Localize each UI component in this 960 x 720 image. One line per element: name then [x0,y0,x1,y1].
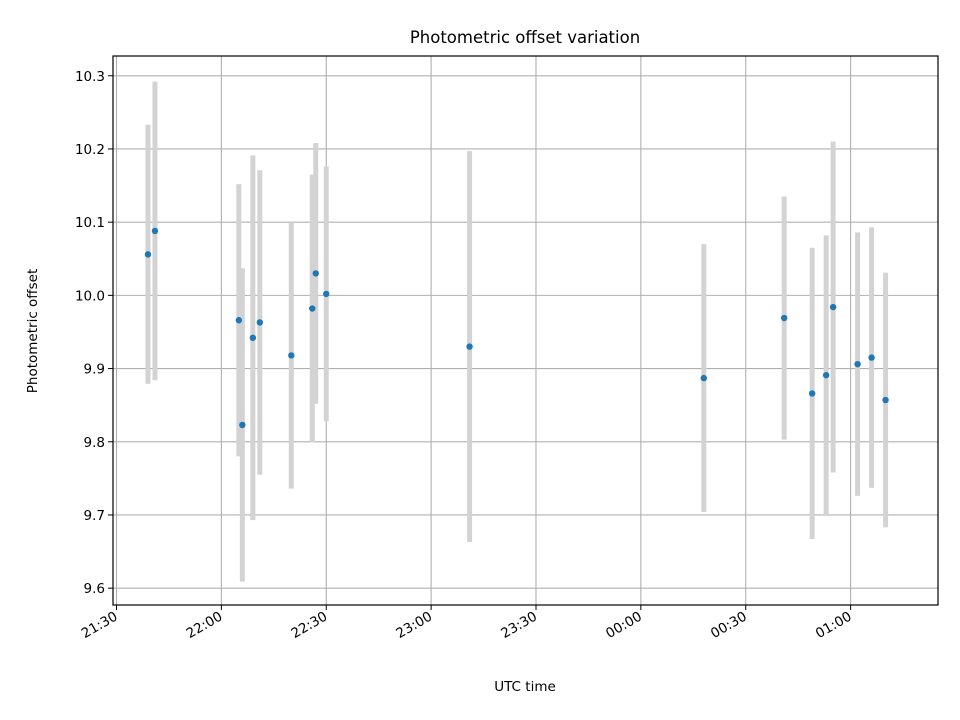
y-tick-label: 10.3 [75,69,105,85]
data-point [822,371,830,379]
y-tick-label: 10.2 [75,142,105,158]
data-points [144,227,889,429]
data-point [466,343,473,350]
y-tick-label: 9.8 [84,435,105,451]
data-point [235,317,243,324]
chart-title: Photometric offset variation [410,28,640,47]
data-point [829,303,837,311]
y-tick-label: 10.0 [75,288,105,304]
data-point [882,396,889,404]
data-point [312,270,319,277]
data-point [249,334,257,342]
y-tick-label: 9.7 [84,508,105,524]
plot-frame [112,55,939,606]
data-point [288,352,295,359]
y-tick-label: 9.9 [84,362,105,378]
data-point [256,319,264,326]
data-point [808,390,816,397]
data-point [323,290,330,298]
data-point [144,251,152,258]
y-axis-label: Photometric offset [25,269,41,393]
data-point [868,354,875,361]
y-tick-label: 10.1 [75,215,105,231]
y-tick-label: 9.6 [84,581,105,597]
y-axis-ticks: 9.6 9.7 9.8 9.9 10.0 10.1 10.2 10.3 [75,69,113,597]
data-point [239,421,246,429]
data-point [309,305,316,312]
x-axis-label: UTC time [494,679,556,695]
data-point [780,314,788,322]
data-point [854,360,861,368]
data-point [700,374,707,382]
data-point [151,227,159,235]
